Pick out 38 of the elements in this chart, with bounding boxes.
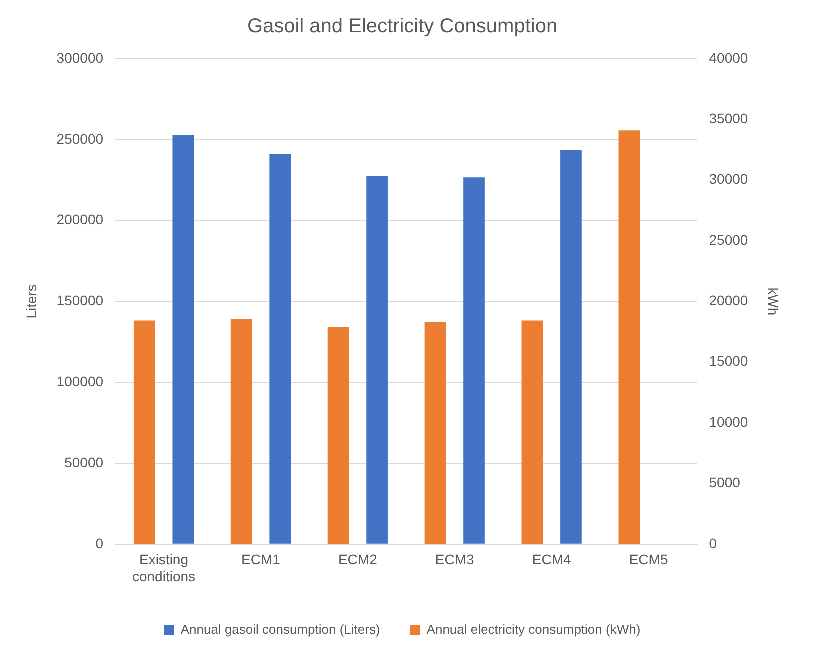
y-tick-label: 200000: [56, 212, 104, 228]
y2-tick-label: 35000: [709, 110, 748, 127]
y2-tick-label: 15000: [709, 353, 748, 370]
y2-tick-label: 25000: [709, 232, 748, 248]
bar: [424, 322, 446, 544]
bar: [618, 130, 640, 544]
y-tick-label: 0: [96, 535, 104, 552]
y2-tick-label: 0: [709, 535, 718, 552]
y2-axis-title: kWh: [766, 288, 782, 316]
y2-tick-label: 20000: [709, 292, 748, 309]
bar: [172, 135, 194, 544]
y-tick-label: 50000: [64, 454, 104, 470]
bar: [366, 176, 388, 544]
y-axis-title: Liters: [23, 284, 40, 319]
y-tick-label: 100000: [56, 373, 104, 390]
x-tick-label: ECM4: [532, 552, 572, 568]
bar: [328, 326, 350, 544]
bar: [464, 178, 485, 544]
x-tick-label: ECM5: [629, 552, 668, 568]
x-tick-label: ECM1: [242, 552, 281, 568]
legend-label: Annual electricity consumption (kWh): [426, 622, 641, 638]
bar: [270, 154, 292, 544]
y-tick-label: 300000: [56, 50, 104, 66]
y-tick-label: 250000: [56, 130, 104, 147]
bar: [134, 320, 156, 544]
y2-tick-label: 40000: [709, 50, 748, 66]
y2-tick-label: 30000: [709, 171, 748, 188]
x-tick-label: ECM3: [435, 552, 475, 568]
bar: [522, 320, 544, 544]
legend-label: Annual gasoil consumption (Liters): [180, 622, 380, 638]
y-tick-label: 150000: [56, 292, 104, 309]
y2-tick-label: 10000: [709, 414, 748, 430]
x-tick-label: Existing conditions: [132, 552, 196, 584]
bar: [560, 150, 582, 544]
y2-tick-label: 5000: [709, 474, 741, 491]
x-tick-label: ECM2: [338, 552, 378, 568]
bar: [230, 320, 252, 544]
chart-title: Gasoil and Electricity Consumption: [247, 16, 558, 38]
